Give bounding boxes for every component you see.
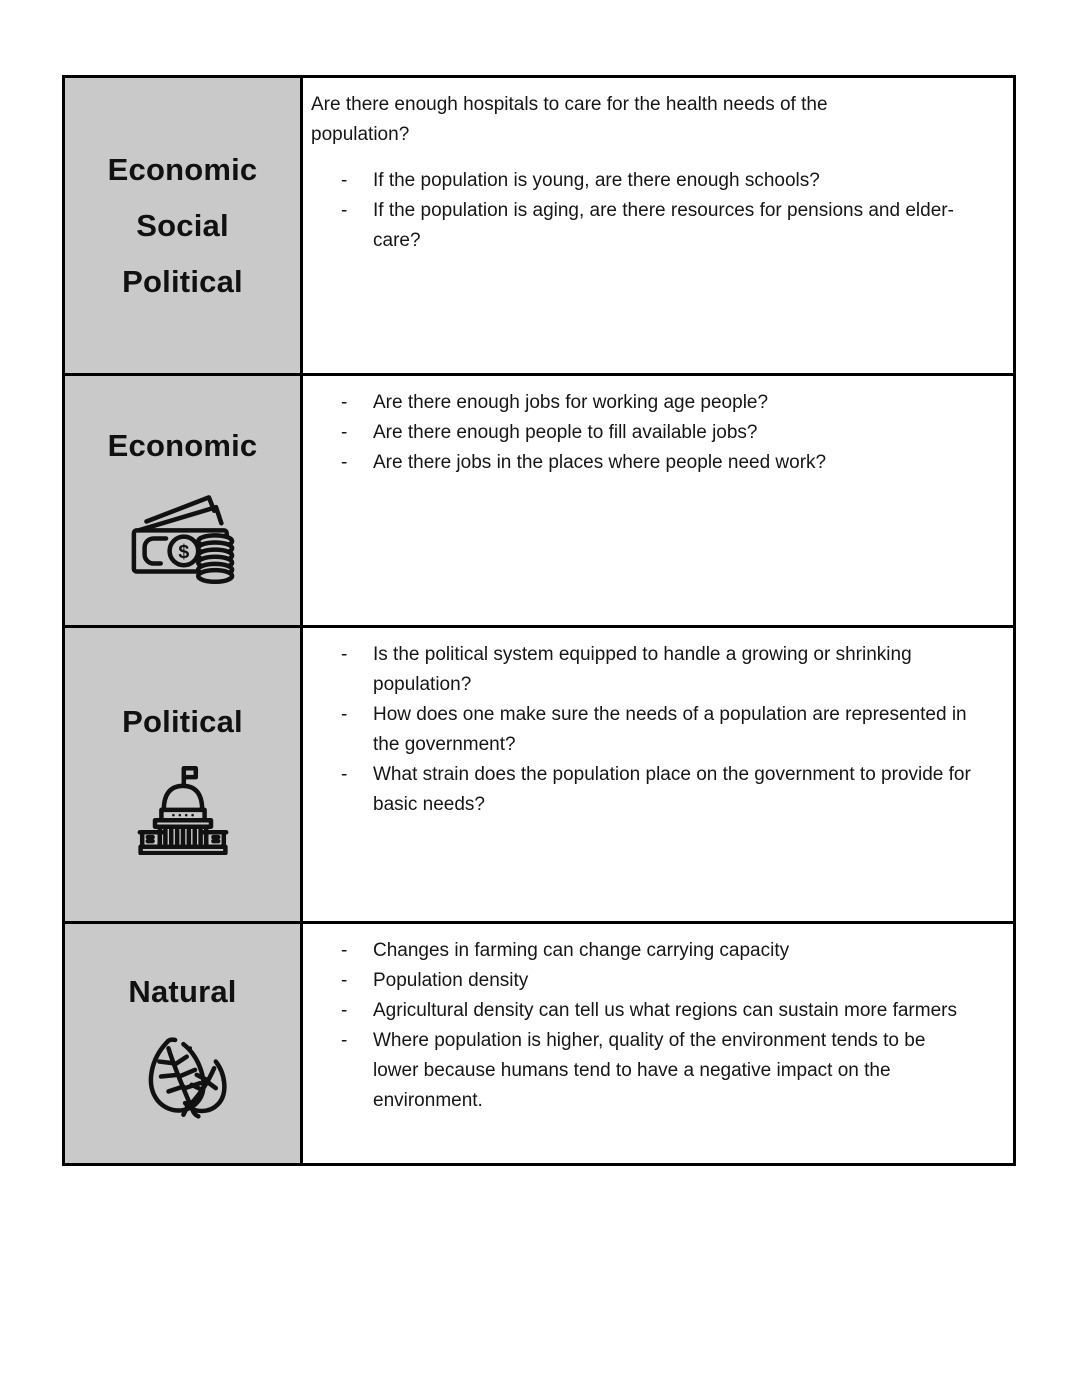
bullet-text: Agricultural density can tell us what re… bbox=[373, 1000, 957, 1021]
bullet-marker: - bbox=[341, 170, 348, 191]
bullet-text: How does one make sure the needs of a po… bbox=[373, 704, 967, 755]
bullet-text: Are there enough jobs for working age pe… bbox=[373, 392, 769, 413]
bullet-marker: - bbox=[341, 1030, 348, 1051]
bullet-marker: - bbox=[341, 392, 348, 413]
row-content-cell: - Are there enough jobs for working age … bbox=[303, 376, 1013, 625]
capitol-building-icon bbox=[131, 760, 235, 855]
list-item: - How does one make sure the needs of a … bbox=[341, 700, 1005, 760]
list-item: - Is the political system equipped to ha… bbox=[341, 640, 1005, 700]
list-item: - Are there jobs in the places where peo… bbox=[341, 448, 1005, 478]
bullet-marker: - bbox=[341, 704, 348, 725]
money-icon: $ bbox=[124, 484, 242, 584]
list-item: - Agricultural density can tell us what … bbox=[341, 996, 1005, 1026]
bullet-text: Changes in farming can change carrying c… bbox=[373, 940, 790, 961]
row-label: Natural bbox=[128, 974, 237, 1009]
bullet-text: Are there enough people to fill availabl… bbox=[373, 422, 758, 443]
bullet-marker: - bbox=[341, 764, 348, 785]
list-item: - Where population is higher, quality of… bbox=[341, 1026, 1005, 1116]
row-header-cell: Economic Social Political bbox=[65, 78, 303, 373]
bullet-text: Population density bbox=[373, 970, 529, 991]
list-item: - Changes in farming can change carrying… bbox=[341, 936, 1005, 966]
bullet-marker: - bbox=[341, 200, 348, 221]
bullet-marker: - bbox=[341, 452, 348, 473]
table-row: Political bbox=[65, 628, 1013, 924]
bullet-marker: - bbox=[341, 1000, 348, 1021]
row-header-cell: Economic $ bbox=[65, 376, 303, 625]
bullet-marker: - bbox=[341, 970, 348, 991]
bullet-marker: - bbox=[341, 644, 348, 665]
population-factors-table: Economic Social Political Are there enou… bbox=[62, 75, 1016, 1166]
list-item: - Are there enough jobs for working age … bbox=[341, 388, 1005, 418]
row-label: Economic bbox=[107, 151, 258, 187]
bullet-list: - If the population is young, are there … bbox=[311, 166, 1005, 256]
bullet-text: If the population is young, are there en… bbox=[373, 170, 820, 191]
intro-question: Are there enough hospitals to care for t… bbox=[311, 94, 828, 145]
bullet-text: Where population is higher, quality of t… bbox=[373, 1030, 926, 1111]
row-header-cell: Natural bbox=[65, 924, 303, 1163]
row-label: Political bbox=[122, 263, 243, 299]
row-label: Economic bbox=[107, 427, 258, 463]
row-label: Social bbox=[136, 207, 229, 243]
row-label: Political bbox=[122, 704, 243, 739]
row-content-cell: Are there enough hospitals to care for t… bbox=[303, 78, 1013, 373]
list-item: - Population density bbox=[341, 966, 1005, 996]
table-row: Economic Social Political Are there enou… bbox=[65, 78, 1013, 376]
row-header-cell: Political bbox=[65, 628, 303, 921]
bullet-text: If the population is aging, are there re… bbox=[373, 200, 954, 251]
bullet-text: Is the political system equipped to hand… bbox=[373, 644, 912, 695]
table-row: Economic $ bbox=[65, 376, 1013, 628]
list-item: - Are there enough people to fill availa… bbox=[341, 418, 1005, 448]
leaves-icon bbox=[135, 1030, 231, 1123]
bullet-list: - Are there enough jobs for working age … bbox=[311, 388, 1005, 478]
svg-text:$: $ bbox=[178, 541, 189, 563]
table-row: Natural bbox=[65, 924, 1013, 1163]
bullet-marker: - bbox=[341, 422, 348, 443]
list-item: - If the population is aging, are there … bbox=[341, 196, 1005, 256]
bullet-list: - Changes in farming can change carrying… bbox=[311, 936, 1005, 1116]
bullet-list: - Is the political system equipped to ha… bbox=[311, 640, 1005, 820]
list-item: - What strain does the population place … bbox=[341, 760, 1005, 820]
bullet-text: What strain does the population place on… bbox=[373, 764, 971, 815]
row-content-cell: - Is the political system equipped to ha… bbox=[303, 628, 1013, 921]
list-item: - If the population is young, are there … bbox=[341, 166, 1005, 196]
row-content-cell: - Changes in farming can change carrying… bbox=[303, 924, 1013, 1163]
bullet-text: Are there jobs in the places where peopl… bbox=[373, 452, 827, 473]
bullet-marker: - bbox=[341, 940, 348, 961]
